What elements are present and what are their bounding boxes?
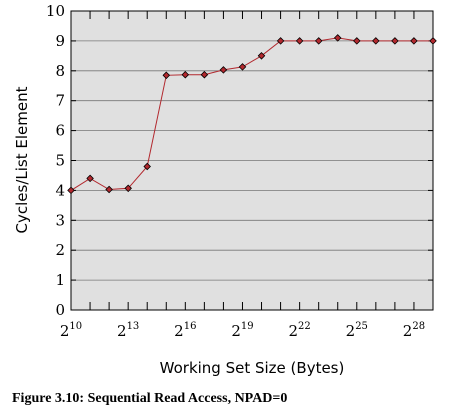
y-tick-label-2: 2 (55, 241, 65, 259)
data-point-17 (391, 37, 399, 45)
y-tick-label-7: 7 (55, 92, 65, 110)
x-tick-label-22: 222 (288, 321, 310, 340)
data-point-13 (314, 37, 323, 45)
data-point-1 (86, 174, 94, 183)
data-point-0 (67, 186, 75, 195)
y-tick-label-4: 4 (55, 181, 65, 199)
data-point-11 (276, 37, 285, 45)
series-markers (67, 34, 437, 195)
y-tick-label-1: 1 (55, 271, 65, 289)
x-tick-label-base: 2 (174, 322, 184, 340)
figure-caption: Figure 3.10: Sequential Read Access, NPA… (12, 391, 288, 406)
data-point-4 (143, 162, 151, 171)
x-tick-label-19: 219 (231, 321, 253, 340)
data-point-3 (124, 184, 132, 193)
x-tick-label-exponent: 16 (184, 321, 197, 332)
x-tick-label-exponent: 10 (69, 321, 82, 332)
x-tick-label-25: 225 (346, 321, 368, 340)
x-tick-label-exponent: 22 (298, 321, 311, 332)
data-point-12 (295, 37, 304, 45)
data-point-15 (353, 37, 361, 45)
x-tick-label-exponent: 13 (127, 321, 140, 332)
y-tick-label-3: 3 (55, 211, 65, 229)
x-tick-label-28: 228 (403, 321, 425, 340)
data-point-18 (410, 37, 418, 45)
x-tick-label-exponent: 25 (355, 321, 368, 332)
x-tick-label-base: 2 (288, 322, 298, 340)
data-point-14 (333, 34, 342, 42)
data-point-9 (238, 63, 247, 71)
y-tick-label-8: 8 (55, 62, 65, 80)
y-axis-tick-labels: 0 1 2 3 4 5 6 7 8 9 10 (46, 2, 65, 319)
x-tick-label-exponent: 28 (412, 321, 425, 332)
data-point-10 (257, 52, 266, 60)
x-tick-label-base: 2 (231, 322, 241, 340)
x-tick-label-base: 2 (403, 322, 413, 340)
x-axis-title: Working Set Size (Bytes) (160, 359, 345, 377)
x-tick-label-10: 210 (60, 321, 82, 340)
x-tick-label-13: 213 (117, 321, 139, 340)
x-tick-label-exponent: 19 (241, 321, 254, 332)
x-tick-label-16: 216 (174, 321, 196, 340)
x-tick-label-base: 2 (60, 322, 70, 340)
data-point-19 (429, 37, 437, 45)
x-axis-ticks (70, 11, 434, 310)
data-point-16 (372, 37, 380, 45)
data-point-5 (162, 71, 171, 80)
y-axis-title: Cycles/List Element (13, 86, 31, 233)
data-point-7 (200, 70, 209, 79)
y-tick-label-10: 10 (46, 2, 65, 20)
data-point-8 (219, 66, 228, 74)
x-tick-label-base: 2 (117, 322, 127, 340)
data-point-2 (105, 185, 113, 194)
y-tick-label-9: 9 (55, 32, 65, 50)
data-point-6 (181, 70, 190, 79)
y-tick-label-5: 5 (55, 152, 65, 170)
y-tick-label-0: 0 (55, 301, 65, 319)
x-tick-label-base: 2 (346, 322, 356, 340)
y-tick-label-6: 6 (55, 122, 65, 140)
x-axis-tick-labels: 210 213 216 219 222 225 228 (60, 321, 425, 340)
